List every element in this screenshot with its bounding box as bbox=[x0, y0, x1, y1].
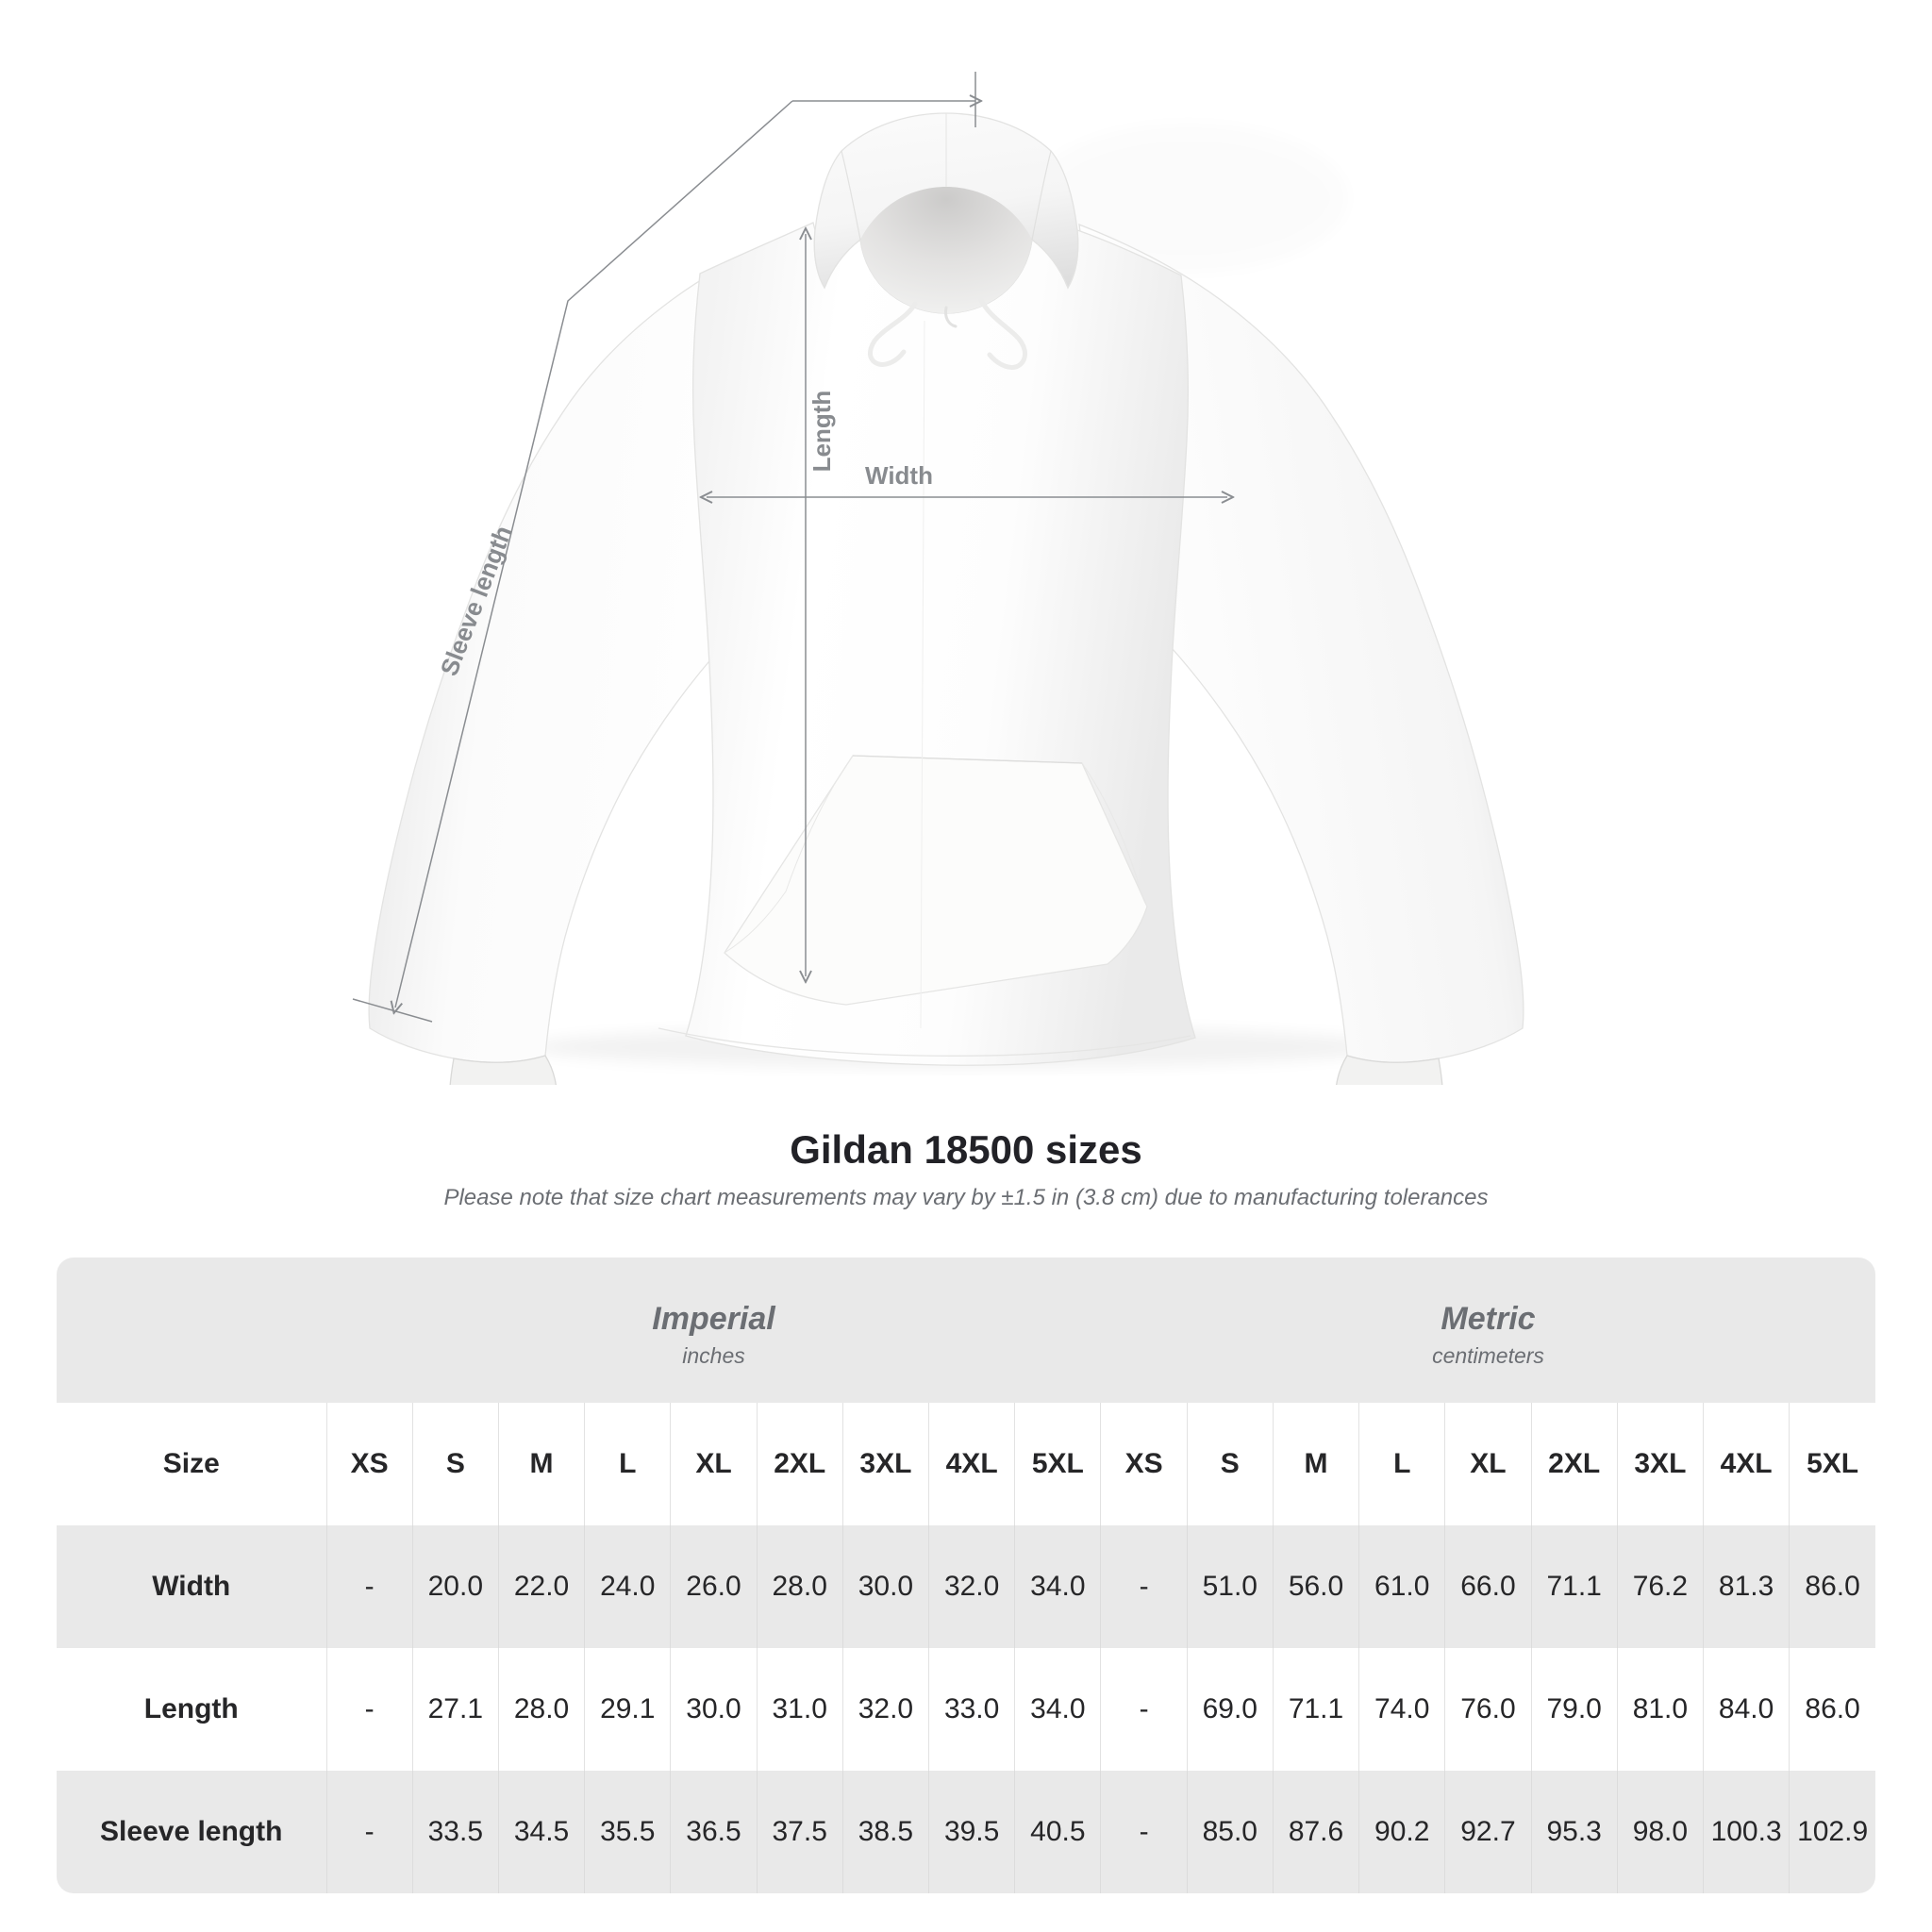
svg-text:Length: Length bbox=[808, 391, 836, 473]
svg-text:Sleeve length: Sleeve length bbox=[435, 522, 518, 679]
svg-text:Width: Width bbox=[865, 461, 933, 490]
